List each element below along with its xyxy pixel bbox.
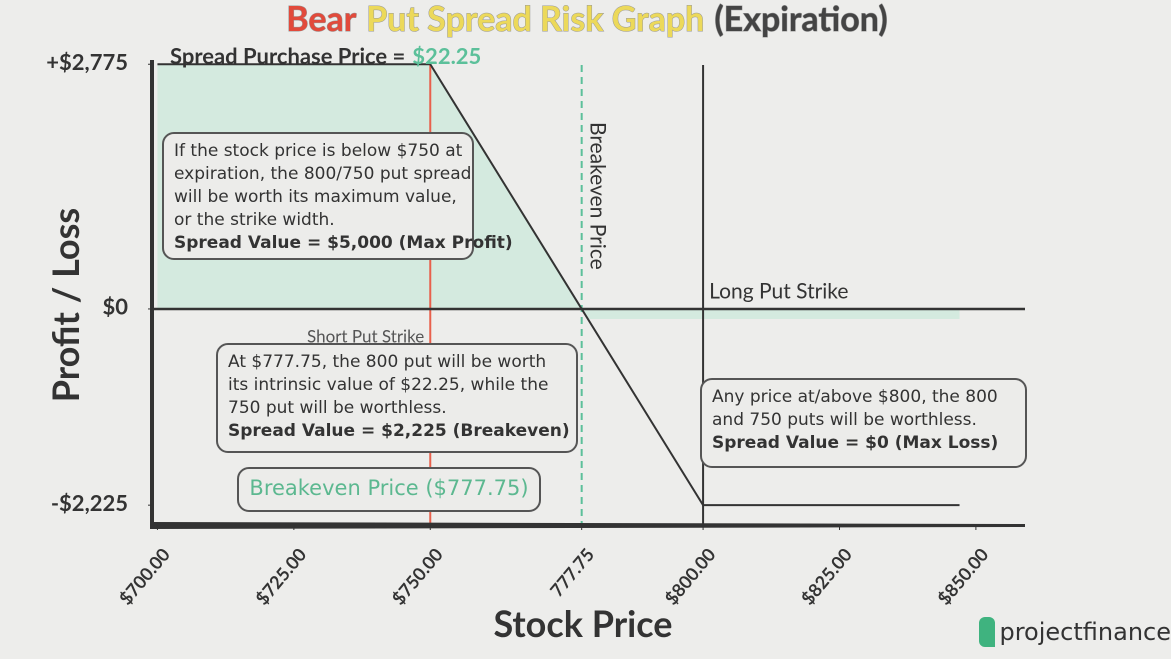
logo-icon: [979, 617, 996, 647]
y-tick-label: $0: [102, 293, 128, 320]
title-part: Bear: [286, 0, 357, 39]
reference-label: Long Put Strike: [709, 278, 848, 303]
reference-label: Short Put Strike: [307, 325, 424, 346]
annotation-line: will be worth its maximum value,: [174, 187, 457, 207]
x-tick-label: $700.00: [114, 543, 174, 608]
annotation: If the stock price is below $750 at expir…: [162, 132, 513, 260]
x-tick-label: 777.75: [545, 543, 598, 600]
annotation-line: expiration, the 800/750 put spread: [174, 164, 472, 184]
annotation: At $777.75, the 800 put will be worth its…: [216, 343, 578, 453]
annotation-line: At $777.75, the 800 put will be worth: [228, 352, 547, 372]
subtitle: Spread Purchase Price = $22.25: [170, 42, 481, 69]
x-tick-label: $825.00: [796, 543, 856, 608]
title-part: Put Spread Risk Graph: [366, 0, 704, 39]
x-tick-label: $725.00: [251, 543, 311, 608]
subtitle-part: Spread Purchase Price =: [170, 42, 405, 69]
annotation-line: Spread Value = $2,225 (Breakeven): [228, 421, 570, 441]
annotation-line: Any price at/above $800, the 800: [712, 387, 998, 407]
annotation: Any price at/above $800, the 800 and 750 …: [700, 378, 1027, 468]
annotation-line: or the strike width.: [174, 210, 335, 230]
y-tick-label: +$2,775: [46, 48, 128, 75]
subtitle-part: $22.25: [412, 42, 481, 69]
title-part: (Expiration): [714, 0, 887, 39]
series-line: [157, 63, 960, 507]
brand-name: projectfinance: [999, 618, 1171, 646]
y-tick-label: -$2,225: [51, 489, 128, 516]
annotation-line: Breakeven Price ($777.75): [249, 476, 529, 500]
y-axis-label: Profit / Loss: [43, 208, 87, 403]
annotation-line: and 750 puts will be worthless.: [712, 410, 977, 430]
x-tick-label: $800.00: [660, 543, 720, 608]
annotation-line: Spread Value = $5,000 (Max Profit): [174, 233, 513, 253]
x-axis-label: Stock Price: [493, 601, 672, 645]
annotation-line: If the stock price is below $750 at: [174, 141, 463, 161]
reference-label: Breakeven Price: [585, 122, 610, 270]
annotation-line: 750 put will be worthless.: [228, 398, 447, 418]
annotation-line: its intrinsic value of $22.25, while the: [228, 375, 549, 395]
brand-logo: projectfinance: [979, 617, 1171, 647]
annotation-line: Spread Value = $0 (Max Loss): [712, 433, 999, 453]
x-tick-label: $750.00: [387, 543, 447, 608]
chart-title: Bear Put Spread Risk Graph (Expiration): [286, 0, 888, 39]
annotation: Breakeven Price ($777.75): [237, 467, 541, 512]
x-tick-label: $850.00: [933, 543, 993, 608]
x-axis: [150, 522, 1025, 529]
